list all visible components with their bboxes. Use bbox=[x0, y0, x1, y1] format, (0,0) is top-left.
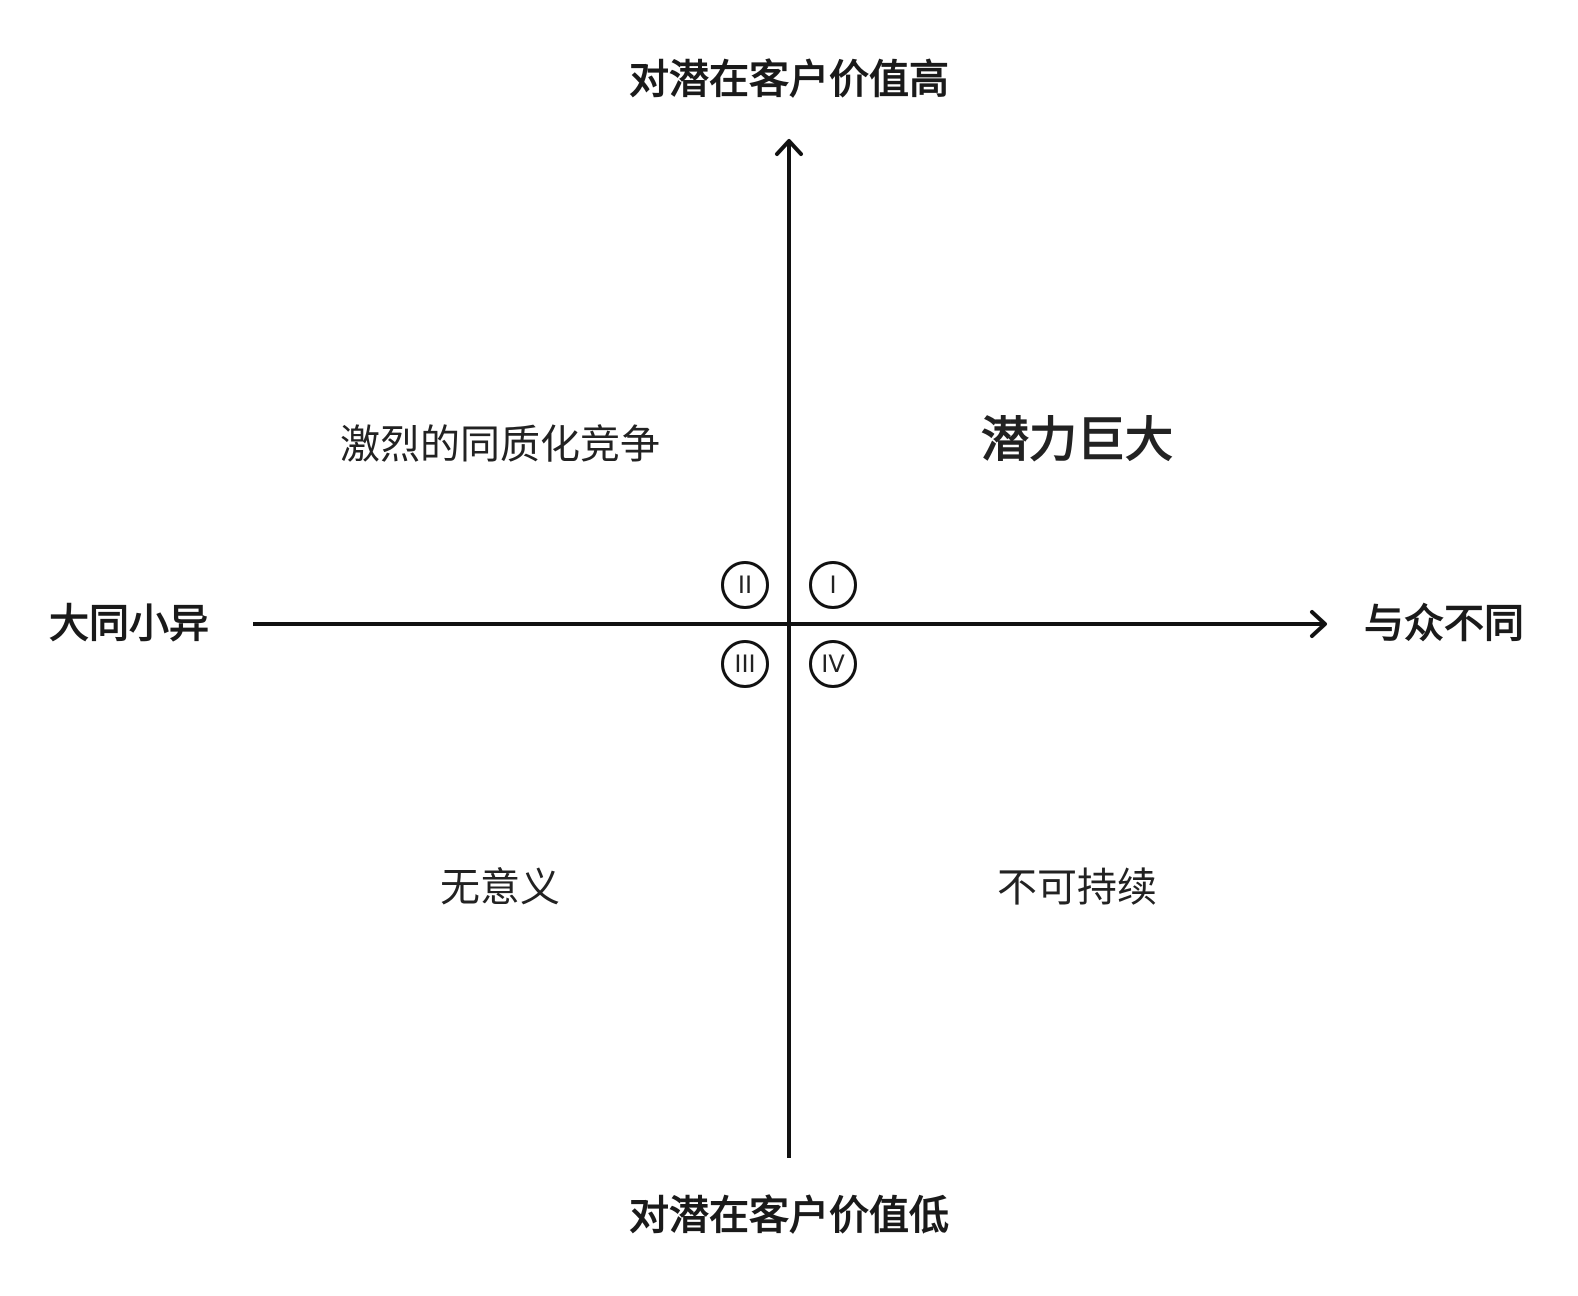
quadrant-4-label: 不可持续 bbox=[997, 865, 1157, 911]
axis-label-top: 对潜在客户价值高 bbox=[629, 57, 949, 103]
axis-label-right: 与众不同 bbox=[1364, 601, 1524, 647]
quadrant-2-label: 激烈的同质化竞争 bbox=[340, 422, 660, 468]
quadrant-2-badge: II bbox=[721, 561, 769, 609]
quadrant-3-badge: III bbox=[721, 640, 769, 688]
quadrant-3-label: 无意义 bbox=[440, 865, 560, 911]
axis-label-bottom: 对潜在客户价值低 bbox=[629, 1193, 949, 1239]
vertical-axis-arrowhead bbox=[775, 139, 803, 156]
axis-label-left: 大同小异 bbox=[49, 601, 209, 647]
quadrant-1-badge: I bbox=[809, 561, 857, 609]
horizontal-axis-arrowhead bbox=[1310, 610, 1327, 638]
quadrant-4-badge: IV bbox=[809, 640, 857, 688]
quadrant-1-label: 潜力巨大 bbox=[980, 412, 1174, 468]
